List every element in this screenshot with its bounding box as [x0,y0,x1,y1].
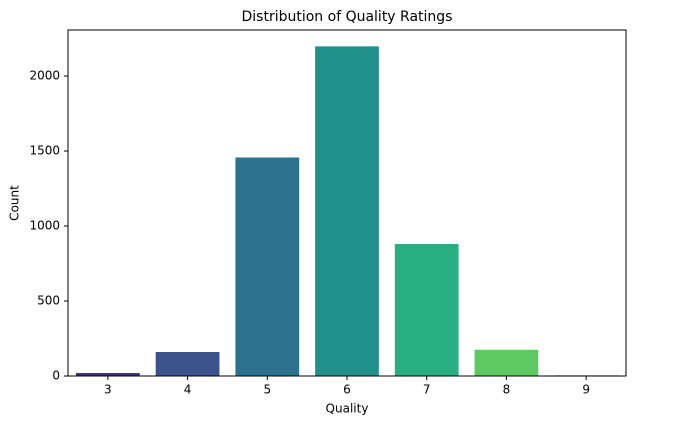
bar [235,157,300,376]
x-tick-label: 5 [263,383,271,397]
bar [155,352,220,376]
x-tick-label: 9 [582,383,590,397]
chart-title: Distribution of Quality Ratings [242,9,453,25]
x-axis-label: Quality [326,402,369,416]
plot-frame [67,29,627,377]
y-axis-label: Count [8,185,22,221]
bar [474,349,539,376]
y-tick-label: 0 [52,369,60,383]
y-tick-label: 1000 [29,219,60,233]
bar [75,373,140,376]
bar [394,244,459,376]
x-tick-label: 8 [503,383,511,397]
x-tick-label: 6 [343,383,351,397]
y-tick-label: 500 [37,294,60,308]
x-tick-label: 4 [184,383,192,397]
x-tick-label: 7 [423,383,431,397]
y-tick-label: 2000 [29,69,60,83]
bar [315,46,379,377]
x-tick-label: 3 [104,383,112,397]
y-tick-label: 1500 [29,144,60,158]
